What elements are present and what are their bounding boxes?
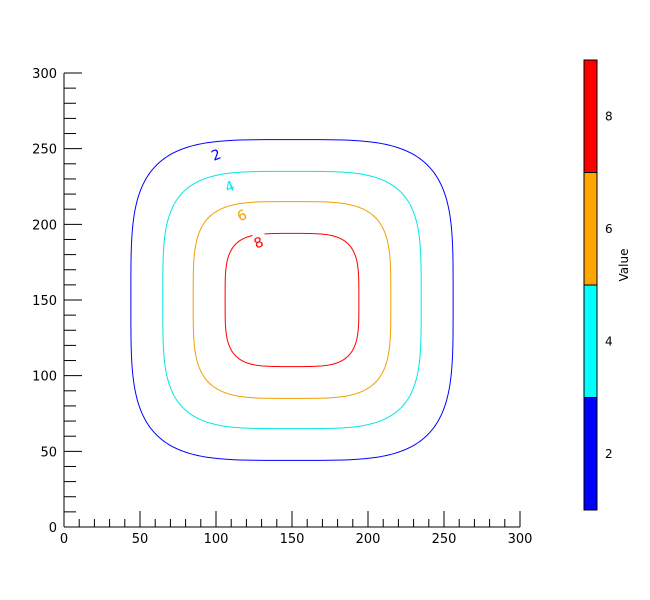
contour-label-bg xyxy=(252,233,265,250)
y-tick-label: 250 xyxy=(32,143,57,158)
contour-line-6 xyxy=(192,201,392,399)
contour-label-bg xyxy=(210,145,222,162)
y-tick-label: 50 xyxy=(40,445,57,460)
x-tick-label: 0 xyxy=(60,532,68,547)
colorbar: 2 4 6 8 Value xyxy=(583,59,631,511)
colorbar-tick-label: 8 xyxy=(605,109,613,123)
y-tick-label: 150 xyxy=(32,294,57,309)
colorbar-band xyxy=(583,172,598,286)
colorbar-title: Value xyxy=(617,249,631,282)
colorbar-tick-label: 6 xyxy=(605,222,613,236)
contour-label-bg xyxy=(223,177,236,194)
y-tick-label: 200 xyxy=(32,218,57,233)
x-tick-label: 250 xyxy=(432,532,457,547)
y-tick-label: 100 xyxy=(32,370,57,385)
colorbar-outline xyxy=(583,59,598,511)
x-tick-label: 100 xyxy=(204,532,229,547)
y-tick-label: 300 xyxy=(32,67,57,82)
colorbar-tick-label: 2 xyxy=(605,447,613,461)
axes: 0 50 100 150 200 250 300 0 50 100 150 200 250 300 xyxy=(32,67,532,547)
x-tick-label: 200 xyxy=(356,532,381,547)
contour-line-2 xyxy=(130,139,454,461)
contour-line-4 xyxy=(162,170,422,430)
x-tick-label: 300 xyxy=(508,532,533,547)
colorbar-band xyxy=(583,284,598,398)
contour-line-8 xyxy=(224,232,360,368)
x-tick-label: 150 xyxy=(280,532,305,547)
colorbar-tick-label: 4 xyxy=(605,334,613,348)
colorbar-band xyxy=(583,397,598,511)
contour-label-bg xyxy=(235,206,248,223)
colorbar-band xyxy=(583,59,598,173)
y-tick-label: 0 xyxy=(49,521,57,536)
x-tick-label: 50 xyxy=(132,532,149,547)
